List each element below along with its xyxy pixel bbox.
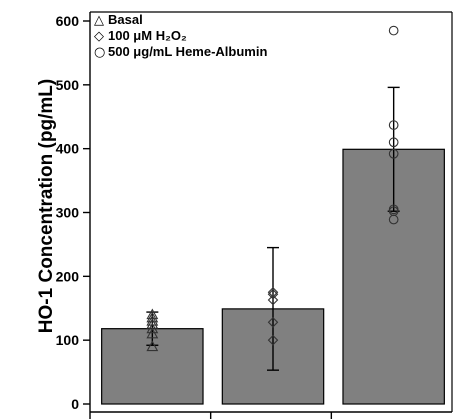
data-points xyxy=(146,25,399,352)
legend-marker-1: ◇ xyxy=(94,29,104,44)
data-point xyxy=(146,311,159,323)
y-tick-label: 200 xyxy=(56,268,80,284)
y-axis-label: HO-1 Concentration (pg/mL) xyxy=(36,79,57,333)
data-point xyxy=(146,340,159,352)
data-point xyxy=(146,318,159,329)
y-axis: 0 100 200 300 400 500 600 xyxy=(56,12,91,419)
legend-label-2: 500 μg/mL Heme-Albumin xyxy=(108,44,267,59)
data-point xyxy=(146,314,159,326)
data-point xyxy=(388,120,399,130)
legend-marker-0: △ xyxy=(94,13,104,28)
y-tick-label: 500 xyxy=(56,77,80,93)
data-point xyxy=(388,204,399,215)
data-point xyxy=(388,137,399,148)
plot-frame xyxy=(90,11,453,412)
y-tick-label: 100 xyxy=(56,332,80,348)
data-point xyxy=(388,25,399,36)
x-axis xyxy=(90,411,452,419)
data-point xyxy=(388,148,399,159)
y-tick-label: 0 xyxy=(71,396,79,412)
legend-marker-2: ○ xyxy=(94,45,105,60)
y-tick-label: 300 xyxy=(56,205,80,221)
data-point xyxy=(267,317,279,328)
legend: △ Basal ◇ 100 μM H₂O₂○ 500 μg/mL Heme-Albumi… xyxy=(94,12,267,60)
legend-label-1: 100 μM H₂O₂ xyxy=(108,28,187,43)
data-point xyxy=(146,327,159,339)
data-point xyxy=(267,288,279,300)
data-point xyxy=(267,334,279,346)
legend-label-0: Basal xyxy=(108,12,143,27)
y-axis-label-group: HO-1 Concentration (pg/mL) xyxy=(36,79,57,333)
data-point xyxy=(267,287,279,298)
data-point xyxy=(146,308,159,320)
data-point xyxy=(267,294,279,306)
y-tick-label: 600 xyxy=(56,13,80,29)
y-tick-label: 400 xyxy=(56,141,80,157)
